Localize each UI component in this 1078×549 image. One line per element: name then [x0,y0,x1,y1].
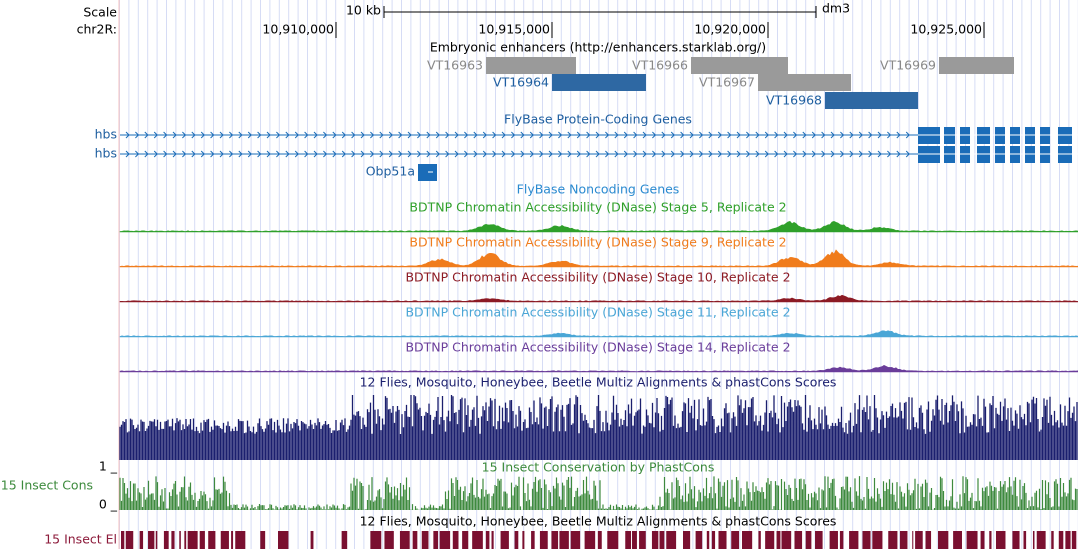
enhancer-label[interactable]: VT16968 [766,93,822,108]
enhancer[interactable] [486,57,576,74]
axis-label: 0 _ [99,497,118,512]
track-title[interactable]: BDTNP Chromatin Accessibility (DNase) St… [409,200,786,215]
enhancer-label[interactable]: VT16963 [427,58,483,73]
assembly-label: dm3 [822,1,850,16]
axis-label: 1 _ [99,459,118,474]
ruler-position: 10,920,000 [694,22,766,37]
gene-label[interactable]: Obp51a [366,164,415,179]
scale-bar-label: 10 kb [346,3,381,18]
track-title[interactable]: FlyBase Protein-Coding Genes [504,112,692,127]
signal [119,220,1078,233]
enhancer[interactable] [825,92,918,109]
track-title[interactable]: 12 Flies, Mosquito, Honeybee, Beetle Mul… [360,375,837,390]
ruler-position: 10,910,000 [262,22,334,37]
gene-label[interactable]: hbs [95,146,117,161]
track-title[interactable]: BDTNP Chromatin Accessibility (DNase) St… [405,305,790,320]
track-title[interactable]: FlyBase Noncoding Genes [517,182,680,197]
enhancer[interactable] [691,57,788,74]
signal [119,294,1078,303]
enhancer-label[interactable]: VT16964 [493,75,549,90]
gene-label[interactable]: hbs [95,127,117,142]
side-label[interactable]: 15 Insect Cons [1,478,93,493]
gene-line [120,150,918,158]
gene-line [120,131,918,139]
enhancer[interactable] [939,57,1014,74]
enhancer-label[interactable]: VT16969 [880,58,936,73]
side-label[interactable]: 15 Insect El [44,532,117,547]
track-title[interactable]: 12 Flies, Mosquito, Honeybee, Beetle Mul… [360,514,837,529]
scale-label: Scale [83,5,117,20]
exon[interactable] [418,164,437,181]
ruler-position: 10,925,000 [910,22,982,37]
track-title[interactable]: Embryonic enhancers (http://enhancers.st… [430,40,766,55]
chrom-label: chr2R: [77,22,117,37]
scale-bar [383,6,817,18]
ruler-position: 10,915,000 [478,22,550,37]
enhancer[interactable] [552,74,646,91]
track-title[interactable]: BDTNP Chromatin Accessibility (DNase) St… [405,270,790,285]
signal [119,249,1078,268]
signal [119,364,1078,373]
track-title[interactable]: 15 Insect Conservation by PhastCons [482,460,715,475]
track-title[interactable]: BDTNP Chromatin Accessibility (DNase) St… [409,235,786,250]
element-blocks [121,531,1077,549]
enhancer-label[interactable]: VT16967 [699,75,755,90]
alignment-bars [119,395,1078,460]
enhancer[interactable] [758,74,851,91]
conservation-bars [119,476,1078,510]
signal [119,330,1078,338]
track-title[interactable]: BDTNP Chromatin Accessibility (DNase) St… [405,340,790,355]
enhancer-label[interactable]: VT16966 [632,58,688,73]
